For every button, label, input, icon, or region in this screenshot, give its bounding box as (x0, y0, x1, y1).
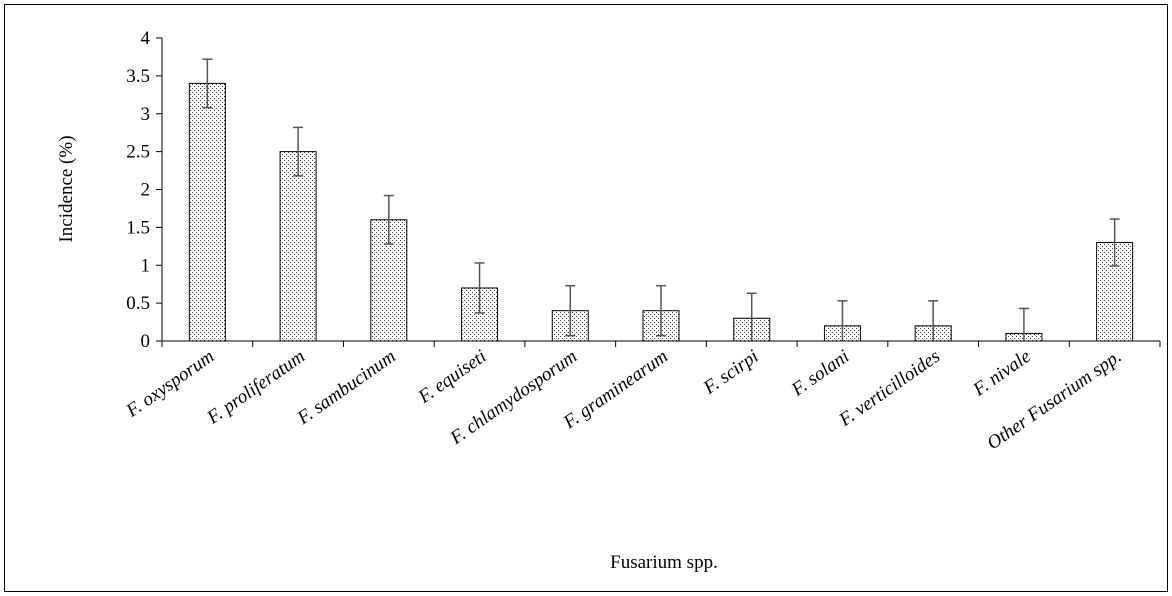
y-tick-label: 1 (141, 255, 151, 276)
axes (161, 38, 1161, 347)
bars (188, 82, 1134, 342)
y-axis-ticks: 0 0.5 1 1.5 2 2.5 3 3.5 4 (126, 28, 162, 352)
y-tick-label: 2.5 (126, 142, 150, 163)
y-axis-title: Incidence (%) (56, 135, 77, 242)
x-tick-label: F. proliferatum (203, 346, 309, 429)
y-tick-label: 0.5 (126, 293, 150, 314)
y-tick-label: 3.5 (126, 66, 150, 87)
bar (279, 151, 317, 342)
x-tick-label: F. scirpi (699, 346, 763, 399)
y-tick-label: 1.5 (126, 217, 150, 238)
y-tick-label: 2 (141, 180, 151, 201)
y-tick-label: 0 (141, 331, 151, 352)
y-tick-label: 3 (141, 104, 151, 125)
error-bars (202, 58, 1120, 341)
y-tick-label: 4 (141, 28, 151, 49)
x-tick-label: F. sambucinum (293, 346, 400, 430)
x-tick-label: F. nivale (969, 346, 1035, 401)
x-tick-label: F. solani (787, 346, 853, 401)
x-tick-label: F. equiseti (414, 346, 491, 408)
x-tick-label: F. verticilloides (835, 346, 944, 431)
bar (188, 82, 226, 342)
x-axis-title: Fusarium spp. (610, 552, 718, 573)
